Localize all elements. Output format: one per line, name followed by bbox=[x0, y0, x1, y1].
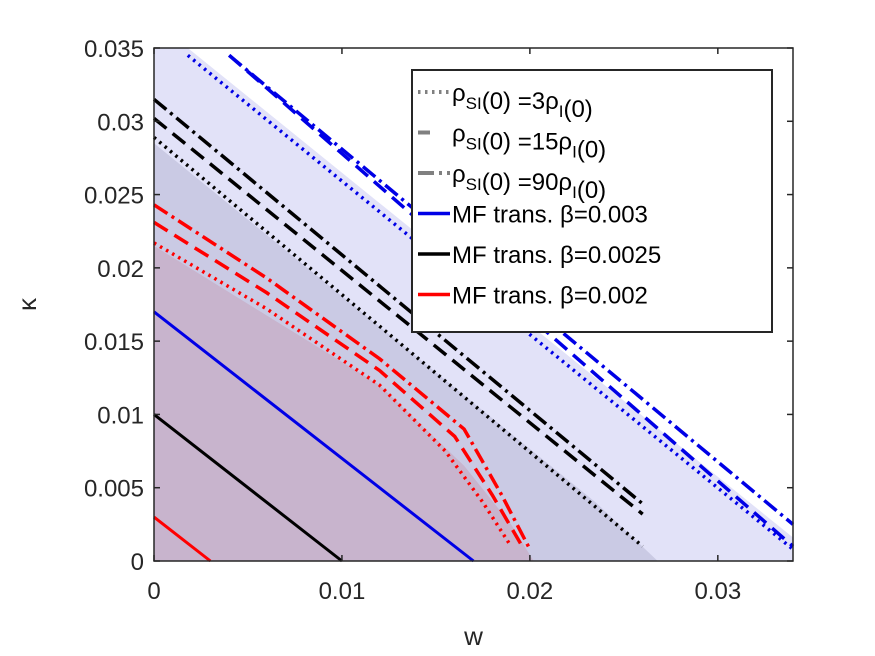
legend-label: MF trans. β=0.003 bbox=[452, 202, 648, 229]
series-lines bbox=[152, 53, 795, 563]
legend: ρSI(0) =3ρI(0)ρSI(0) =15ρI(0)ρSI(0) =90ρ… bbox=[411, 69, 773, 333]
y-tick-label: 0.01 bbox=[97, 402, 144, 429]
legend-label: ρSI(0) =3ρI(0) bbox=[452, 80, 593, 123]
x-tick-label: 0.01 bbox=[319, 578, 366, 605]
y-tick-label: 0.005 bbox=[84, 476, 144, 503]
x-tick-label: 0 bbox=[147, 578, 160, 605]
x-tick-label: 0.02 bbox=[507, 578, 554, 605]
series-line-9-dashdot bbox=[152, 97, 644, 506]
y-axis-label: κ bbox=[12, 297, 42, 311]
legend-label: ρSI(0) =90ρI(0) bbox=[452, 161, 606, 204]
axis-ticks: 0 0.01 0.02 0.03 0 0.005 0.01 0.015 0.02 0.025 0.0… bbox=[84, 36, 793, 605]
y-tick-label: 0.035 bbox=[84, 36, 144, 63]
y-tick-label: 0 bbox=[131, 549, 144, 576]
series-line-8-dashed bbox=[152, 116, 644, 516]
legend-label: ρSI(0) =15ρI(0) bbox=[452, 121, 606, 164]
series-line-3-solid bbox=[153, 515, 212, 563]
legend-label: MF trans. β=0.002 bbox=[452, 283, 648, 310]
plot-frame bbox=[153, 47, 794, 562]
legend-box bbox=[411, 69, 773, 333]
series-line-11-dashed bbox=[153, 220, 522, 545]
x-tick-label: 0.03 bbox=[694, 578, 741, 605]
legend-label: MF trans. β=0.0025 bbox=[452, 242, 661, 269]
region-beta-0002 bbox=[154, 245, 534, 561]
y-tick-label: 0.025 bbox=[84, 183, 144, 210]
series-line-2-solid bbox=[153, 413, 343, 563]
x-axis-label: w bbox=[463, 621, 483, 651]
series-line-6-dashdot bbox=[228, 53, 795, 526]
series-line-1-solid bbox=[153, 310, 475, 563]
y-tick-label: 0.015 bbox=[84, 329, 144, 356]
y-tick-label: 0.03 bbox=[97, 109, 144, 136]
y-tick-label: 0.02 bbox=[97, 256, 144, 283]
series-line-12-dashdot bbox=[153, 203, 532, 551]
series-line-7-dotted bbox=[152, 136, 644, 548]
